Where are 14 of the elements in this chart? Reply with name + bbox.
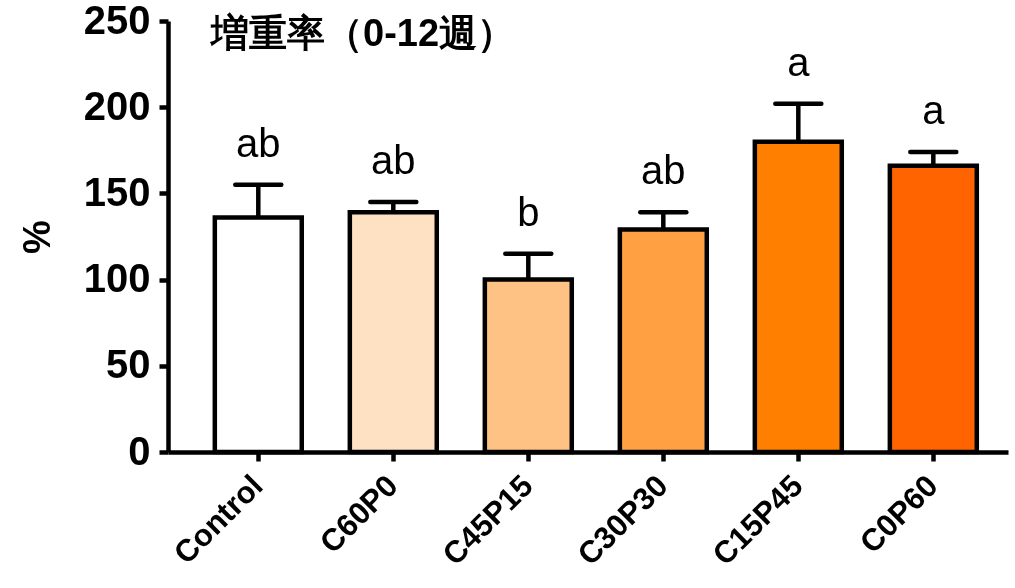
annotation: ab bbox=[236, 120, 281, 165]
annotation: b bbox=[517, 189, 540, 234]
y-tick-label: 0 bbox=[128, 428, 151, 473]
y-tick-label: 100 bbox=[83, 256, 151, 301]
y-axis-title: % bbox=[15, 220, 58, 254]
y-tick-label: 50 bbox=[106, 342, 151, 387]
y-tick-label: 250 bbox=[83, 0, 151, 42]
y-tick-label: 200 bbox=[83, 83, 151, 128]
annotation: ab bbox=[371, 138, 416, 183]
annotation: ab bbox=[641, 148, 686, 193]
y-tick-label: 150 bbox=[83, 169, 151, 214]
chart-title: 増重率（0-12週） bbox=[209, 12, 516, 54]
annotation: a bbox=[787, 39, 811, 84]
annotation: a bbox=[922, 88, 946, 133]
